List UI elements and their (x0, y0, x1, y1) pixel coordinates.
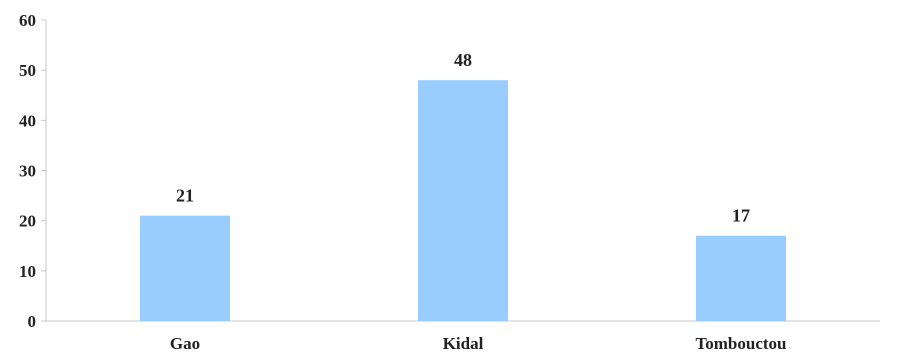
y-tick-label: 60 (19, 11, 36, 30)
y-tick-label: 20 (19, 212, 36, 231)
y-tick-label: 30 (19, 162, 36, 181)
bar-gao (140, 215, 230, 321)
y-tick-label: 0 (28, 312, 37, 331)
category-label: Gao (170, 334, 200, 353)
y-tick-label: 10 (19, 262, 36, 281)
data-label: 48 (454, 50, 472, 70)
bars-group (140, 80, 786, 321)
y-tick-label: 50 (19, 61, 36, 80)
data-label: 21 (176, 186, 194, 206)
category-label: Tombouctou (695, 334, 786, 353)
bar-kidal (418, 80, 508, 321)
y-tick-label: 40 (19, 111, 36, 130)
labels-group: 21 Gao 48 Kidal 17 Tombouctou (170, 50, 787, 353)
data-label: 17 (732, 206, 750, 226)
category-label: Kidal (443, 334, 484, 353)
bar-tombouctou (696, 235, 786, 321)
